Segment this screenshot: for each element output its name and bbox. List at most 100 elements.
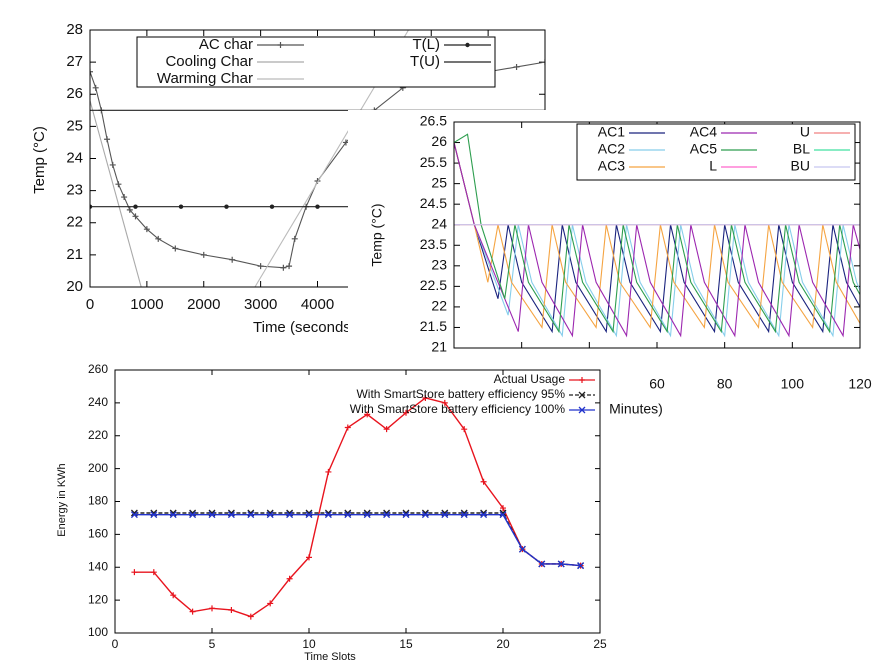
legend-label: AC2	[598, 141, 625, 157]
y-tick-label: 23	[431, 257, 447, 273]
marker	[513, 63, 520, 70]
plot-area	[454, 133, 860, 348]
y-tick-label: 28	[66, 21, 83, 38]
y-tick-label: 260	[88, 362, 108, 376]
y-tick-label: 200	[88, 461, 108, 475]
y-tick-label: 120	[88, 592, 108, 606]
legend-label: AC3	[598, 158, 625, 174]
y-tick-label: 26	[431, 133, 447, 149]
marker	[133, 204, 138, 209]
marker	[344, 424, 351, 431]
legend-box	[576, 123, 856, 181]
legend-label: AC4	[690, 124, 717, 140]
marker	[277, 42, 284, 48]
marker	[200, 251, 207, 258]
legend-box	[136, 36, 496, 88]
marker	[121, 194, 128, 201]
plot-frame	[453, 121, 861, 349]
marker	[150, 569, 157, 576]
legend-label: Cooling Char	[165, 53, 253, 70]
marker	[480, 478, 487, 485]
x-tick-label: 0	[112, 637, 119, 651]
series-line	[454, 142, 860, 334]
marker	[90, 204, 93, 209]
series-line	[454, 142, 860, 338]
marker	[402, 511, 410, 519]
legend-label: With SmartStore battery efficiency 95%	[356, 387, 565, 401]
y-tick-label: 100	[88, 625, 108, 639]
y-tick-label: 26.5	[420, 113, 447, 129]
marker	[578, 391, 586, 399]
marker	[92, 84, 99, 91]
x-tick-label: 5	[209, 637, 216, 651]
marker	[132, 213, 139, 220]
legend-label: AC1	[598, 124, 625, 140]
y-tick-label: 21	[66, 246, 83, 263]
y-tick-label: 25.5	[420, 154, 447, 170]
marker	[209, 605, 215, 612]
marker	[143, 226, 150, 233]
marker	[422, 394, 429, 401]
legend-label: AC5	[690, 141, 717, 157]
chart-panel: 100 120 140 160 180 200 220 240 260 0 5 10 15 20 25 Ene…	[50, 360, 610, 667]
marker	[172, 245, 179, 252]
marker	[247, 511, 255, 519]
marker	[306, 554, 312, 561]
marker	[577, 562, 585, 570]
marker	[266, 511, 274, 519]
legend-label: T(L)	[413, 36, 441, 53]
marker	[269, 204, 275, 209]
x-tick-label: 10	[302, 637, 316, 651]
marker	[170, 592, 177, 599]
y-tick-label: 220	[88, 428, 108, 442]
y-axis-title: Energy in KWh	[56, 463, 68, 536]
marker	[155, 235, 162, 242]
marker	[403, 409, 409, 416]
legend-label: L	[709, 158, 717, 174]
marker	[291, 235, 298, 242]
marker	[499, 511, 507, 519]
x-tick-label: 2000	[187, 296, 220, 313]
x-tick-label: 60	[649, 376, 665, 392]
marker	[257, 263, 264, 270]
marker	[383, 511, 391, 519]
marker	[460, 511, 468, 519]
marker	[325, 468, 332, 475]
series-line	[134, 513, 581, 567]
marker	[208, 511, 216, 519]
x-tick-label: 25	[593, 637, 607, 651]
plot-frame	[114, 369, 601, 634]
marker	[518, 545, 526, 553]
legend-label: T(U)	[410, 53, 440, 70]
marker	[441, 511, 449, 519]
y-tick-label: 160	[88, 527, 108, 541]
marker	[557, 560, 565, 568]
marker	[538, 560, 546, 568]
x-tick-label: 20	[496, 637, 510, 651]
marker	[500, 505, 506, 512]
x-tick-label: 4000	[301, 296, 334, 313]
marker	[441, 399, 448, 406]
marker	[344, 511, 352, 519]
legend-label: BL	[793, 141, 810, 157]
y-tick-label: 180	[88, 494, 108, 508]
legend-label: Actual Usage	[494, 372, 566, 386]
marker	[224, 204, 229, 209]
plot-area	[130, 394, 585, 620]
y-tick-label: 25	[431, 174, 447, 190]
marker	[267, 600, 274, 607]
x-tick-label: 15	[399, 637, 413, 651]
y-axis-title: Temp (°C)	[31, 126, 48, 194]
legend-label: BU	[791, 158, 810, 174]
marker	[109, 161, 116, 168]
marker	[305, 511, 313, 519]
marker	[104, 136, 111, 143]
y-tick-label: 20	[66, 278, 83, 295]
y-tick-label: 24	[66, 149, 83, 166]
y-axis-title: Temp (°C)	[369, 203, 385, 266]
marker	[130, 511, 138, 519]
marker	[115, 181, 122, 188]
marker	[363, 511, 371, 519]
legend-label: With SmartStore battery efficiency 100%	[350, 402, 566, 416]
series-line	[454, 142, 860, 338]
